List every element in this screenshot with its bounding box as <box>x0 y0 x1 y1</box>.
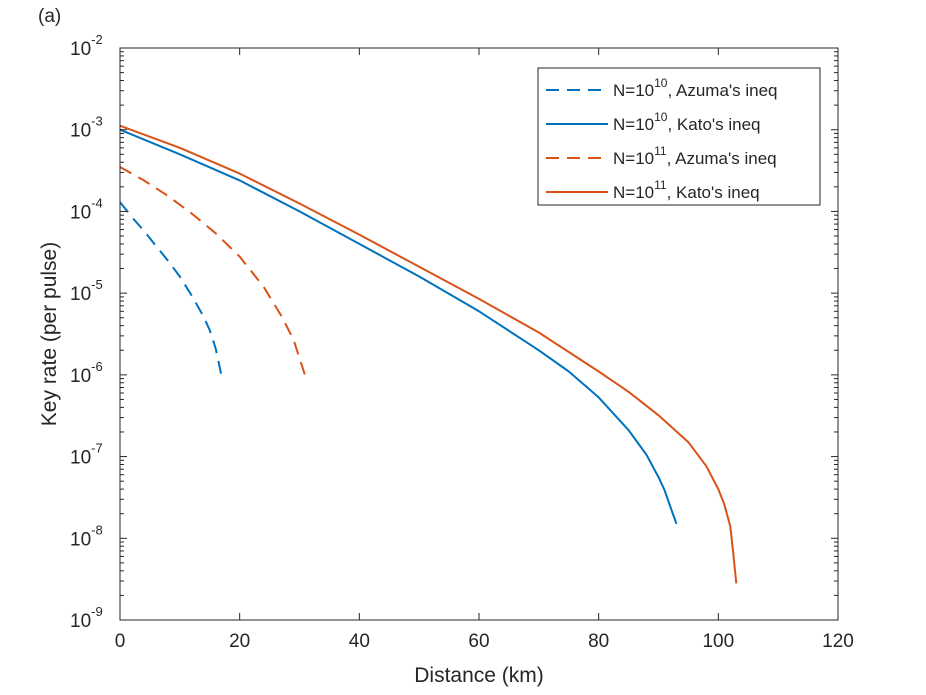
panel-label: (a) <box>38 6 61 27</box>
legend-label-suffix: , Kato's ineq <box>667 115 760 134</box>
legend-label-4: N=1011, Kato's ineq <box>613 178 760 202</box>
legend-label-3: N=1011, Azuma's ineq <box>613 144 777 168</box>
y-tick-base: 10 <box>70 448 91 469</box>
y-axis-title: Key rate (per pulse) <box>38 242 61 426</box>
legend-label-suffix: , Azuma's ineq <box>667 149 777 168</box>
y-tick-exponent: -5 <box>91 277 103 292</box>
series-line-1 <box>119 201 223 377</box>
series-line-4 <box>119 124 738 584</box>
x-axis-title: Distance (km) <box>414 664 544 687</box>
y-tick-label: 10-7 <box>70 441 103 469</box>
legend-label-prefix: N=10 <box>613 183 654 202</box>
y-tick-label: 10-6 <box>70 359 103 387</box>
x-tick-label: 60 <box>468 631 489 652</box>
x-axis: 0 20 40 60 80 100 120 <box>115 48 854 652</box>
x-tick-label: 80 <box>588 631 609 652</box>
x-tick-label: 100 <box>702 631 734 652</box>
y-tick-label: 10-9 <box>70 604 103 632</box>
legend-label-prefix: N=10 <box>613 81 654 100</box>
legend-label-2: N=1010, Kato's ineq <box>613 110 761 134</box>
legend-label-prefix: N=10 <box>613 149 654 168</box>
x-tick-label: 0 <box>115 631 126 652</box>
legend-label-suffix: , Kato's ineq <box>667 183 760 202</box>
y-tick-base: 10 <box>70 202 91 223</box>
x-tick-label: 120 <box>822 631 854 652</box>
y-tick-base: 10 <box>70 529 91 550</box>
series-line-2 <box>119 128 678 525</box>
x-tick-label: 40 <box>349 631 370 652</box>
y-tick-exponent: -2 <box>91 32 103 47</box>
legend-label-exponent: 10 <box>654 76 668 90</box>
y-tick-label: 10-4 <box>70 195 103 223</box>
series-layer <box>119 124 738 584</box>
legend-label-exponent: 10 <box>654 110 668 124</box>
legend-label-exponent: 11 <box>654 178 667 192</box>
y-tick-exponent: -6 <box>91 359 103 374</box>
y-tick-base: 10 <box>70 611 91 632</box>
y-tick-base: 10 <box>70 284 91 305</box>
y-tick-exponent: -4 <box>91 195 103 210</box>
legend-label-1: N=1010, Azuma's ineq <box>613 76 778 100</box>
y-tick-base: 10 <box>70 39 91 60</box>
x-tick-label: 20 <box>229 631 250 652</box>
series-line-3 <box>119 166 307 378</box>
y-tick-base: 10 <box>70 121 91 142</box>
legend-box <box>537 67 821 206</box>
y-tick-label: 10-2 <box>70 32 103 60</box>
y-tick-exponent: -3 <box>91 114 103 129</box>
y-tick-exponent: -7 <box>91 441 103 456</box>
y-tick-label: 10-3 <box>70 114 103 142</box>
legend-label-exponent: 11 <box>654 144 667 158</box>
y-tick-base: 10 <box>70 366 91 387</box>
y-axis: 10-910-810-710-610-510-410-310-2 <box>70 32 838 632</box>
y-tick-label: 10-5 <box>70 277 103 305</box>
y-tick-exponent: -9 <box>91 604 103 619</box>
y-tick-label: 10-8 <box>70 522 103 550</box>
y-tick-exponent: -8 <box>91 522 103 537</box>
legend-label-suffix: , Azuma's ineq <box>667 81 777 100</box>
legend-label-prefix: N=10 <box>613 115 654 134</box>
